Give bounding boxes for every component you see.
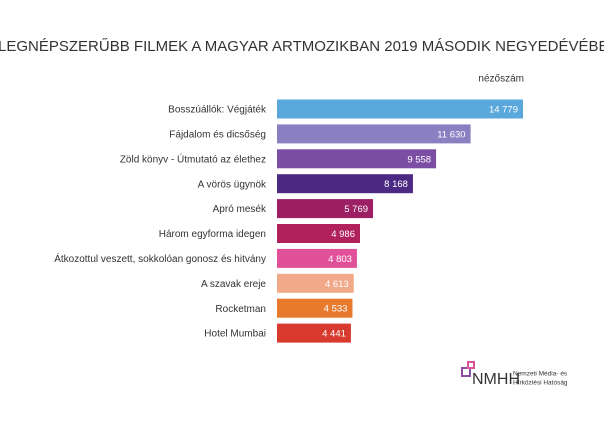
logo-text: Hírközlési Hatóság [513, 380, 568, 387]
logo-text: Nemzeti Média- és [513, 371, 568, 378]
logo-icon [467, 361, 475, 369]
y-tick-label: Apró mesék [213, 204, 267, 215]
logo-icon [461, 367, 471, 377]
logo: NMHH Nemzeti Média- és Hírközlési Hatósá… [461, 361, 568, 388]
axis-label: nézőszám [478, 74, 524, 85]
bar [277, 124, 471, 144]
bar [277, 199, 374, 219]
y-tick-label: Zöld könyv - Útmutató az élethez [120, 152, 266, 165]
y-tick-label: Három egyforma idegen [159, 229, 266, 240]
y-tick-label: Hotel Mumbai [204, 329, 266, 340]
bar [277, 248, 357, 268]
value-label: 11 630 [437, 129, 465, 140]
bar [277, 224, 360, 243]
value-label: 5 769 [344, 204, 368, 215]
bar [277, 273, 354, 293]
value-label: 9 558 [407, 154, 431, 165]
y-tick-label: A vörös ügynök [198, 179, 267, 190]
value-label: 4 533 [324, 304, 348, 315]
value-label: 4 803 [328, 254, 352, 265]
y-tick-label: Átkozottul veszett, sokkolóan gonosz és … [54, 252, 266, 265]
value-label: 14 779 [489, 105, 518, 116]
logo-mark: NMHH [472, 371, 520, 388]
y-tick-label: Fájdalom és dicsőség [169, 130, 266, 141]
bar [277, 298, 353, 318]
value-label: 4 986 [331, 229, 355, 240]
value-label: 4 441 [322, 329, 346, 340]
bar [277, 174, 413, 194]
bar [277, 149, 437, 169]
bar [277, 323, 351, 343]
chart-title: A LEGNÉPSZERŰBB FILMEK A MAGYAR ARTMOZIK… [0, 38, 604, 55]
bar [277, 99, 523, 119]
value-label: 4 613 [325, 279, 349, 290]
y-tick-label: A szavak ereje [201, 279, 266, 290]
y-tick-label: Bosszúállók: Végjáték [168, 105, 267, 116]
value-label: 8 168 [384, 179, 408, 190]
y-tick-label: Rocketman [215, 304, 266, 315]
